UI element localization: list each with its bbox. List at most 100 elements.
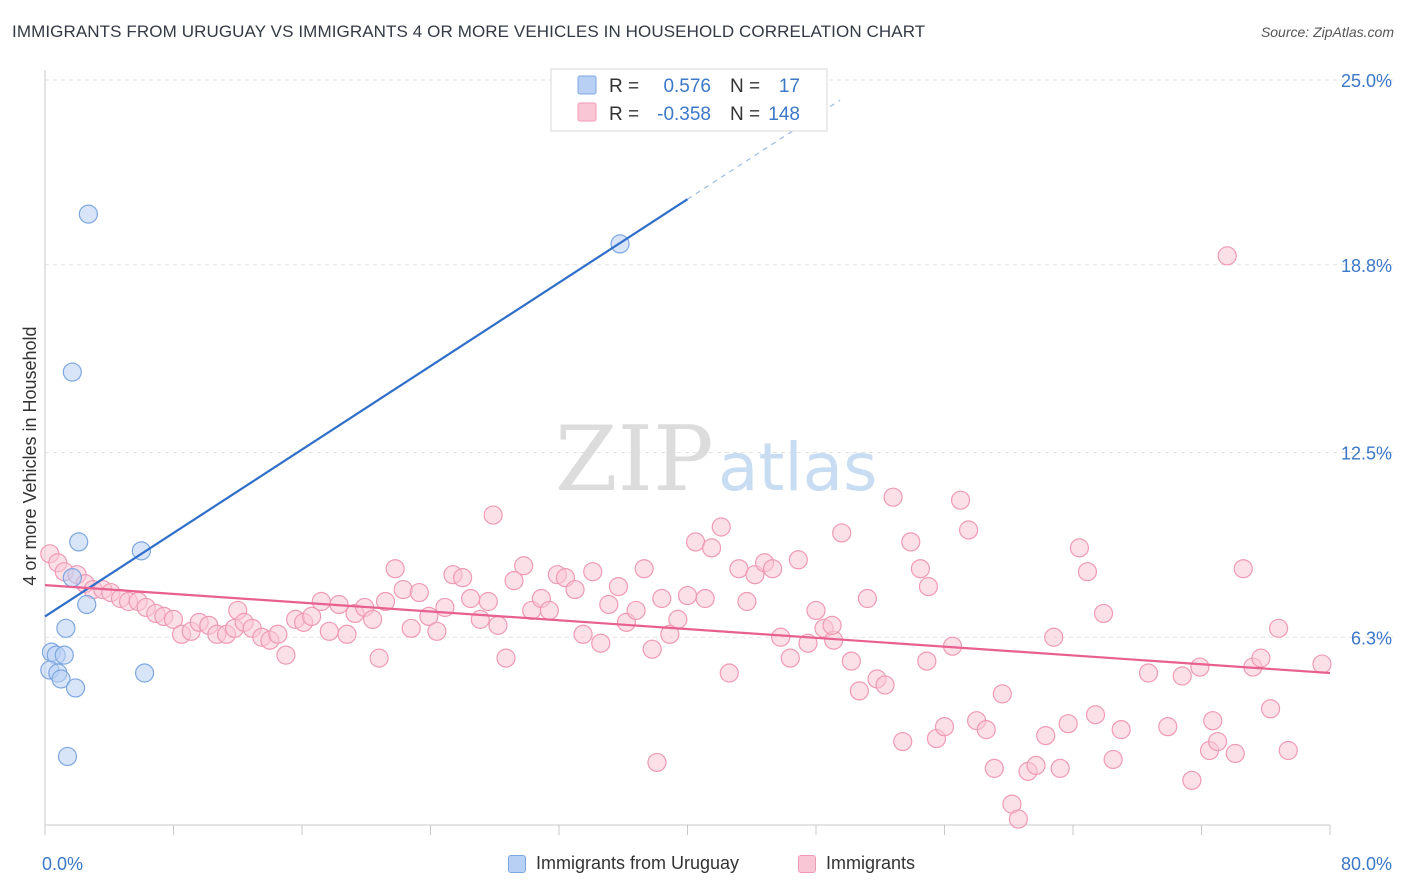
- point-s1-54[interactable]: [488, 615, 508, 635]
- point-s1-78[interactable]: [695, 588, 715, 609]
- point-s1-142[interactable]: [1278, 740, 1298, 761]
- point-s1-140[interactable]: [1260, 699, 1281, 719]
- point-s1-97[interactable]: [857, 588, 878, 609]
- point-s1-127[interactable]: [1111, 720, 1131, 740]
- point-s1-117[interactable]: [1026, 755, 1046, 776]
- point-s0-5[interactable]: [62, 568, 82, 588]
- point-s1-41[interactable]: [385, 559, 405, 579]
- point-s1-89[interactable]: [788, 550, 808, 570]
- point-s1-124[interactable]: [1085, 705, 1106, 725]
- point-s1-64[interactable]: [573, 624, 593, 644]
- point-s1-35[interactable]: [337, 624, 357, 644]
- point-s1-50[interactable]: [461, 588, 481, 609]
- point-s1-131[interactable]: [1182, 770, 1202, 790]
- point-s1-137[interactable]: [1233, 559, 1253, 579]
- point-s1-130[interactable]: [1172, 666, 1192, 686]
- point-s1-111[interactable]: [976, 720, 996, 740]
- point-s1-143[interactable]: [1312, 654, 1332, 674]
- point-s0-7[interactable]: [56, 618, 76, 638]
- point-s1-123[interactable]: [1077, 562, 1098, 582]
- point-s1-72[interactable]: [642, 639, 662, 659]
- point-s1-122[interactable]: [1069, 538, 1090, 558]
- point-s1-70[interactable]: [626, 600, 646, 621]
- point-s1-104[interactable]: [917, 651, 937, 671]
- point-s1-82[interactable]: [729, 559, 749, 579]
- point-s1-81[interactable]: [719, 663, 739, 683]
- point-s1-46[interactable]: [427, 621, 447, 641]
- point-s1-109[interactable]: [958, 520, 979, 540]
- point-s1-126[interactable]: [1103, 749, 1123, 770]
- point-s1-65[interactable]: [583, 562, 603, 582]
- point-s1-51[interactable]: [470, 609, 490, 629]
- point-s1-73[interactable]: [652, 588, 672, 609]
- point-s1-144[interactable]: [1203, 711, 1223, 731]
- point-s1-119[interactable]: [1044, 627, 1064, 647]
- point-s0-16[interactable]: [57, 746, 78, 767]
- point-s1-71[interactable]: [634, 559, 654, 579]
- point-s1-95[interactable]: [841, 651, 861, 671]
- point-s1-145[interactable]: [647, 752, 667, 773]
- legend-item-immigrants[interactable]: Immigrants: [798, 853, 915, 874]
- point-s1-38[interactable]: [363, 609, 383, 629]
- point-s1-52[interactable]: [478, 591, 498, 612]
- point-s1-147[interactable]: [918, 576, 939, 597]
- point-s1-77[interactable]: [685, 532, 706, 552]
- point-s0-15[interactable]: [65, 678, 86, 698]
- point-s1-66[interactable]: [591, 633, 611, 653]
- point-s0-10[interactable]: [54, 645, 74, 665]
- point-s1-112[interactable]: [984, 758, 1004, 778]
- point-s1-39[interactable]: [369, 648, 389, 668]
- point-s1-68[interactable]: [608, 576, 629, 597]
- point-s1-129[interactable]: [1158, 717, 1178, 737]
- point-s0-2[interactable]: [62, 362, 82, 382]
- point-s1-132[interactable]: [1190, 657, 1210, 677]
- point-s1-121[interactable]: [1058, 714, 1078, 734]
- point-s1-103[interactable]: [910, 559, 931, 579]
- point-s0-0[interactable]: [78, 204, 98, 224]
- point-s1-31[interactable]: [302, 606, 322, 627]
- point-s1-128[interactable]: [1138, 663, 1159, 683]
- point-s1-136[interactable]: [1225, 743, 1245, 764]
- point-s1-79[interactable]: [701, 538, 722, 558]
- point-s1-44[interactable]: [409, 582, 429, 603]
- point-s1-125[interactable]: [1093, 603, 1114, 624]
- point-s1-86[interactable]: [763, 559, 783, 579]
- point-s0-13[interactable]: [51, 669, 71, 689]
- point-s1-75[interactable]: [668, 609, 688, 629]
- point-s0-6[interactable]: [77, 594, 97, 615]
- point-s1-113[interactable]: [992, 684, 1012, 704]
- legend-item-uruguay[interactable]: Immigrants from Uruguay: [508, 853, 739, 874]
- point-s1-146[interactable]: [822, 615, 842, 635]
- point-s1-101[interactable]: [893, 731, 913, 752]
- point-s1-102[interactable]: [901, 532, 921, 552]
- point-s1-28[interactable]: [276, 645, 296, 665]
- point-s1-100[interactable]: [883, 487, 903, 507]
- point-s1-32[interactable]: [311, 591, 331, 612]
- point-s0-14[interactable]: [134, 663, 155, 683]
- point-s1-96[interactable]: [849, 681, 869, 701]
- point-s1-14[interactable]: [163, 609, 184, 629]
- point-s0-4[interactable]: [131, 541, 151, 561]
- point-s1-43[interactable]: [401, 618, 421, 638]
- point-s1-56[interactable]: [504, 571, 524, 591]
- point-s1-120[interactable]: [1050, 758, 1070, 778]
- point-s1-40[interactable]: [375, 591, 396, 612]
- point-s1-90[interactable]: [798, 633, 818, 653]
- point-s1-63[interactable]: [565, 579, 585, 600]
- point-s1-118[interactable]: [1036, 725, 1056, 746]
- point-s1-55[interactable]: [496, 648, 516, 668]
- point-s1-67[interactable]: [599, 594, 619, 615]
- point-s1-80[interactable]: [711, 517, 731, 537]
- point-s1-99[interactable]: [875, 675, 895, 695]
- point-s1-60[interactable]: [539, 600, 559, 621]
- point-s1-106[interactable]: [934, 717, 955, 737]
- point-s1-83[interactable]: [737, 591, 757, 612]
- point-s1-135[interactable]: [1217, 246, 1237, 266]
- point-s1-53[interactable]: [483, 505, 503, 525]
- point-s1-134[interactable]: [1207, 731, 1228, 752]
- point-s0-3[interactable]: [69, 532, 89, 552]
- point-s1-108[interactable]: [950, 490, 971, 510]
- point-s1-27[interactable]: [268, 624, 288, 644]
- point-s1-42[interactable]: [393, 579, 413, 600]
- point-s1-91[interactable]: [806, 600, 826, 621]
